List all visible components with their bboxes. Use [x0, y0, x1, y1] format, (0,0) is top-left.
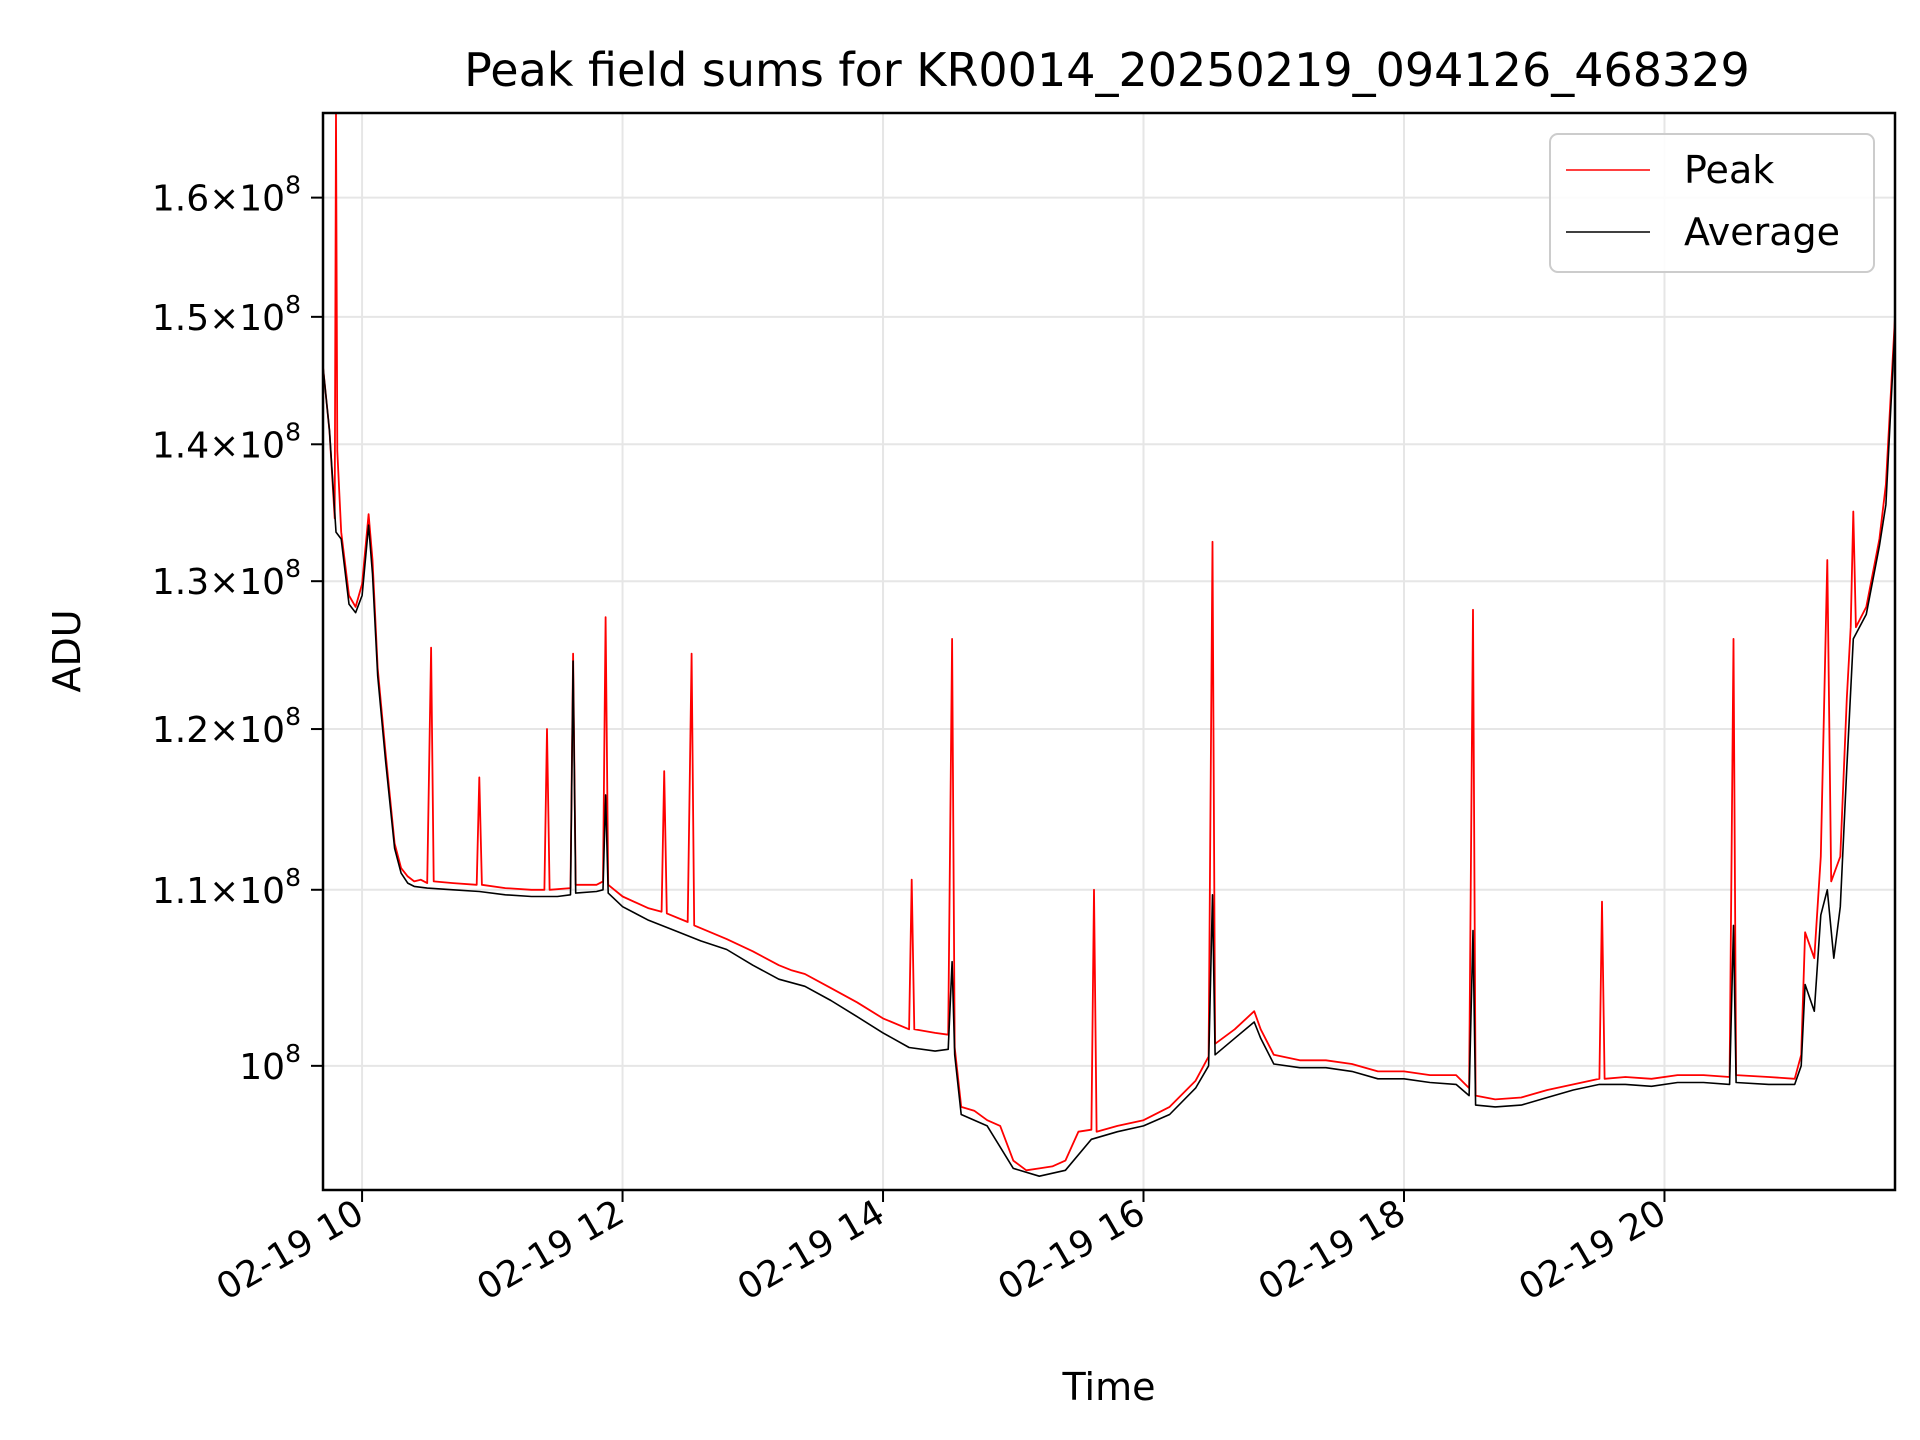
legend-box — [1549, 133, 1875, 273]
y-tick-label: 1.1×108 — [152, 863, 301, 912]
y-tick-label: 1.3×108 — [152, 554, 301, 603]
x-axis-label: Time — [1062, 1365, 1156, 1409]
y-tick-label: 1.4×108 — [152, 417, 301, 466]
y-axis: 108 1.1×108 1.2×108 1.3×108 1.4×108 1.5×108 1.… — [152, 171, 323, 1088]
series-layer — [323, 113, 1895, 1177]
series-line-peak — [323, 113, 1895, 1172]
y-tick-label: 108 — [239, 1039, 301, 1088]
y-axis-label: ADU — [45, 609, 89, 692]
legend: Peak Average — [1549, 133, 1875, 273]
plot-frame — [321, 111, 1897, 1192]
legend-label-peak: Peak — [1684, 148, 1774, 192]
grid — [323, 113, 1895, 1190]
legend-label-average: Average — [1684, 210, 1840, 254]
y-tick-label: 1.6×108 — [152, 171, 301, 220]
y-tick-label: 1.5×108 — [152, 290, 301, 339]
y-tick-label: 1.2×108 — [152, 702, 301, 751]
chart-title: Peak field sums for KR0014_20250219_0941… — [464, 43, 1750, 97]
series-line-average — [323, 325, 1895, 1177]
